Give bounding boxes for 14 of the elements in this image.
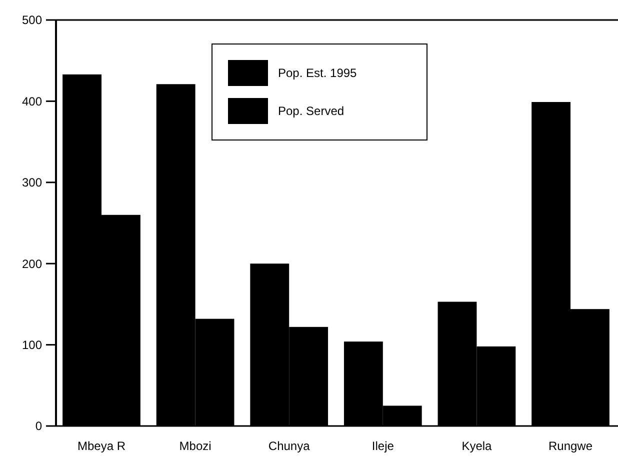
legend-label: Pop. Est. 1995 xyxy=(278,66,358,80)
x-tick-label: Kyela xyxy=(462,439,492,453)
y-tick-label: 0 xyxy=(35,419,42,434)
legend-label: Pop. Served xyxy=(278,104,344,118)
x-tick-label: Chunya xyxy=(268,439,310,453)
x-tick-label: Mbozi xyxy=(179,439,212,453)
y-tick-label: 400 xyxy=(22,94,42,108)
y-tick-label: 100 xyxy=(22,338,42,352)
x-tick-label: Rungwe xyxy=(548,439,593,453)
y-tick-label: 500 xyxy=(22,13,42,28)
y-tick-label: 300 xyxy=(22,176,42,190)
y-tick-label: 200 xyxy=(22,256,42,271)
x-tick-label: Ileje xyxy=(372,439,394,453)
x-tick-label: Mbeya R xyxy=(77,439,126,453)
